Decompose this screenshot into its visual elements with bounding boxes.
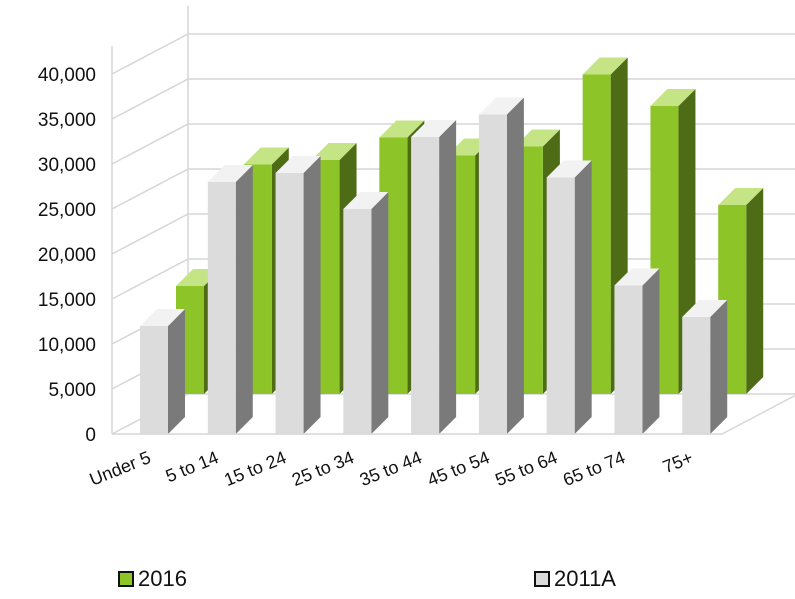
gridline	[111, 33, 795, 75]
series-2016-bars	[176, 57, 764, 394]
category-label-65-to-74: 65 to 74	[560, 447, 628, 490]
category-label-45-to-54: 45 to 54	[425, 447, 493, 490]
y-tick-label: 15,000	[38, 290, 96, 311]
legend-swatch-2016	[118, 571, 134, 587]
y-tick-label: 20,000	[38, 245, 96, 266]
bar-2011a-15-to-24	[275, 156, 321, 434]
bar-2016-75	[718, 188, 764, 394]
series-2011a-bars	[140, 97, 728, 434]
bar-2011a-75	[682, 300, 728, 434]
category-label-35-to-44: 35 to 44	[357, 447, 425, 490]
floor-edge	[112, 394, 795, 435]
legend-swatch-2011a	[534, 571, 550, 587]
bar-chart: 0 5,000 10,000 15,000 20,000 25,000 30,000 35,0…	[38, 6, 795, 490]
chart-grid	[111, 6, 795, 435]
y-tick-label: 30,000	[38, 155, 96, 176]
category-label-5-to-14: 5 to 14	[163, 447, 222, 486]
category-label-under-5: Under 5	[87, 447, 154, 490]
bar-2011a-25-to-34	[343, 192, 389, 434]
y-tick-label: 35,000	[38, 110, 96, 131]
category-label-25-to-34: 25 to 34	[289, 447, 357, 490]
bar-2011a-45-to-54	[478, 97, 524, 434]
y-tick-label: 40,000	[38, 65, 96, 86]
legend-label-2016: 2016	[138, 566, 187, 591]
y-tick-label: 0	[85, 425, 96, 446]
bar-2011a-65-to-74	[614, 268, 660, 434]
category-label-55-to-64: 55 to 64	[492, 447, 560, 490]
y-tick-label: 10,000	[38, 335, 96, 356]
legend-item-2016: 2016	[118, 566, 187, 592]
bar-2011a-35-to-44	[411, 120, 457, 434]
bar-2011a-5-to-14	[207, 165, 253, 434]
category-label-15-to-24: 15 to 24	[221, 447, 289, 490]
legend-item-2011a: 2011A	[534, 566, 616, 592]
category-label-75: 75+	[660, 447, 696, 477]
legend-label-2011a: 2011A	[554, 566, 616, 591]
bar-2011a-55-to-64	[546, 160, 592, 434]
y-tick-label: 5,000	[48, 380, 96, 401]
bar-2011a-under-5	[140, 309, 185, 434]
y-tick-label: 25,000	[38, 200, 96, 221]
